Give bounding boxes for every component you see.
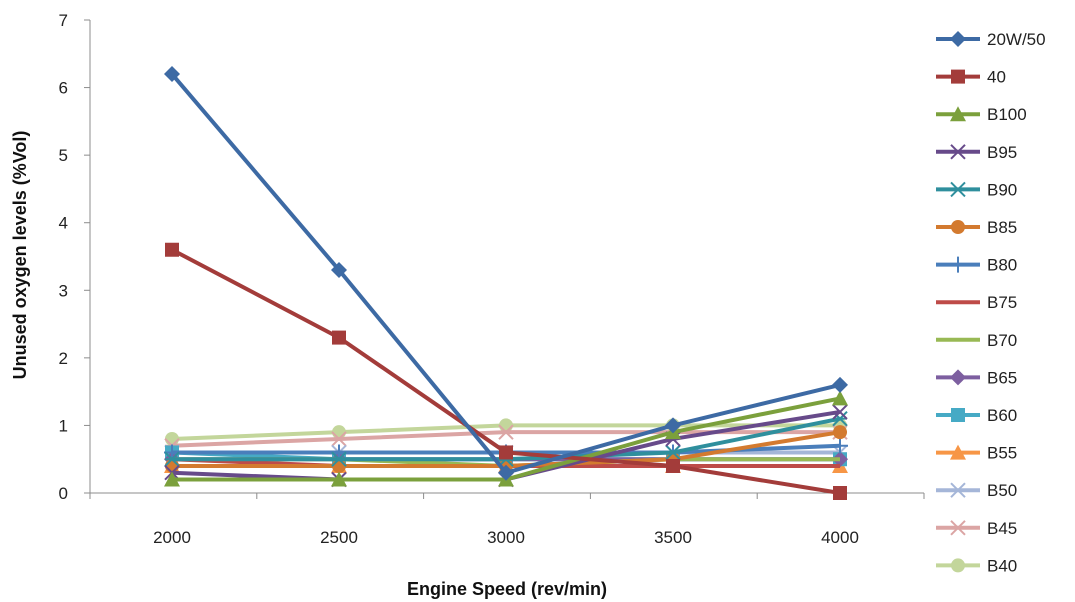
x-tick-label: 4000 — [821, 528, 859, 547]
legend-swatch-marker — [950, 444, 966, 460]
legend-label: B75 — [987, 293, 1017, 312]
legend-item: B45 — [936, 519, 1017, 538]
data-point — [331, 451, 347, 467]
y-tick-label: 2 — [59, 349, 68, 368]
data-point — [498, 464, 514, 481]
series-line — [170, 72, 841, 475]
series-lines — [164, 66, 848, 500]
legend-swatch-marker — [950, 31, 966, 47]
legend-label: 20W/50 — [987, 30, 1046, 49]
data-point — [499, 445, 513, 460]
data-point — [331, 431, 347, 447]
legend-swatch-marker — [950, 181, 966, 198]
data-point — [832, 404, 848, 420]
data-point — [833, 425, 847, 440]
legend-item: B40 — [936, 556, 1017, 575]
legend: 20W/50 40 B100 B95 B90 B85 B80 B75 B70 B65 B60 B55 B… — [936, 30, 1046, 575]
data-point — [666, 458, 680, 473]
data-point — [331, 471, 347, 487]
legend-swatch-marker — [951, 69, 965, 84]
legend-label: B95 — [987, 143, 1017, 162]
data-point — [164, 66, 180, 83]
x-tick-label: 3000 — [487, 528, 525, 547]
data-point — [832, 390, 848, 406]
data-point — [498, 424, 514, 440]
legend-item: B65 — [936, 368, 1017, 387]
legend-item: B100 — [936, 105, 1027, 124]
legend-swatch-marker — [951, 408, 965, 422]
legend-item: B90 — [936, 180, 1017, 199]
y-tick-label: 7 — [59, 11, 68, 30]
legend-label: B65 — [987, 368, 1017, 387]
y-tick-label: 5 — [59, 146, 68, 165]
legend-label: B50 — [987, 481, 1017, 500]
y-tick-label: 6 — [59, 79, 68, 98]
legend-label: B45 — [987, 519, 1017, 538]
axes: 0 1 2 3 4 5 6 7 2000 2500 3000 3500 4000 — [59, 11, 925, 547]
y-tick-label: 4 — [59, 214, 68, 233]
x-axis-title: Engine Speed (rev/min) — [407, 579, 607, 599]
legend-swatch-marker — [950, 520, 966, 536]
y-axis-title: Unused oxygen levels (%Vol) — [10, 131, 30, 380]
data-point — [832, 376, 848, 393]
legend-item: B50 — [936, 481, 1017, 500]
x-tick-label: 2500 — [320, 528, 358, 547]
data-point — [165, 242, 179, 257]
legend-item: B85 — [936, 218, 1017, 237]
series-20w-50 — [164, 66, 848, 481]
legend-label: 40 — [987, 68, 1006, 87]
legend-swatch-marker — [950, 256, 966, 273]
legend-swatch-marker — [950, 369, 966, 386]
legend-item: B75 — [936, 293, 1017, 312]
data-point — [164, 471, 180, 487]
legend-swatch-marker — [950, 482, 966, 498]
legend-item: 20W/50 — [936, 30, 1046, 49]
legend-label: B80 — [987, 256, 1017, 275]
data-point — [164, 451, 180, 467]
data-point — [833, 486, 847, 500]
legend-item: B80 — [936, 256, 1017, 275]
legend-item: 40 — [936, 68, 1006, 87]
x-tick-label: 2000 — [153, 528, 191, 547]
legend-item: B95 — [936, 143, 1017, 162]
data-point — [665, 444, 681, 461]
data-point — [332, 330, 346, 345]
legend-swatch-marker — [951, 558, 965, 573]
y-tick-label: 3 — [59, 281, 68, 300]
series-40 — [165, 242, 847, 500]
legend-label: B55 — [987, 444, 1017, 463]
legend-item: B60 — [936, 406, 1017, 425]
legend-label: B40 — [987, 556, 1017, 575]
legend-label: B85 — [987, 218, 1017, 237]
legend-item: B55 — [936, 444, 1017, 463]
x-tick-label: 3500 — [654, 528, 692, 547]
y-tick-label: 0 — [59, 484, 68, 503]
legend-label: B100 — [987, 105, 1027, 124]
legend-label: B90 — [987, 180, 1017, 199]
legend-item: B70 — [936, 331, 1017, 350]
legend-label: B60 — [987, 406, 1017, 425]
legend-label: B70 — [987, 331, 1017, 350]
legend-swatch-marker — [951, 220, 965, 234]
data-point — [331, 262, 347, 279]
legend-swatch-marker — [950, 106, 966, 122]
legend-swatch-marker — [950, 144, 966, 160]
data-point — [832, 437, 848, 454]
y-tick-label: 1 — [59, 416, 68, 435]
data-point — [665, 417, 681, 434]
